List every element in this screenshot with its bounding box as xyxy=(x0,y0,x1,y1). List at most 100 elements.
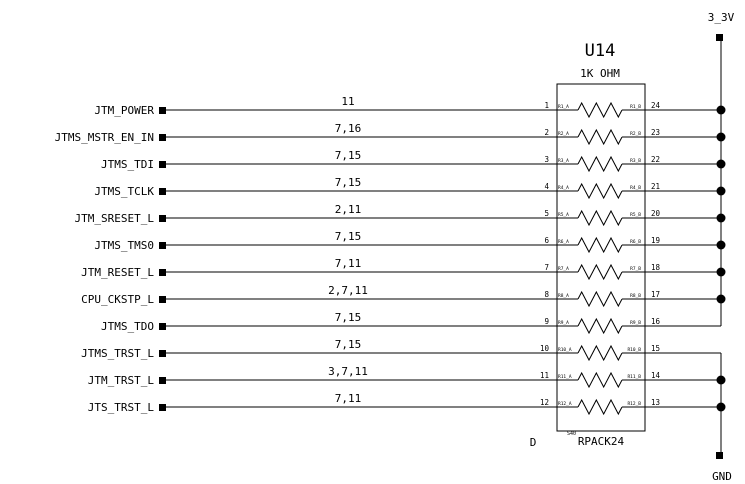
pin-label-a: R3_A xyxy=(558,158,569,164)
pin-label-b: R8_B xyxy=(630,293,641,299)
pin-label-b: R10_B xyxy=(627,347,641,353)
pin-number-b: 19 xyxy=(651,236,660,245)
net-label: JTM_SRESET_L xyxy=(75,212,155,225)
junction-dot xyxy=(716,375,726,385)
resistor-symbol xyxy=(577,371,623,389)
port-marker xyxy=(159,323,166,330)
junction-dot xyxy=(716,105,726,115)
net-label: JTMS_TDI xyxy=(101,158,154,171)
resistor-row: JTM_TRST_L 3,7,11 11 14 R11_A R11_B xyxy=(88,365,721,389)
port-marker xyxy=(159,215,166,222)
page-reference: 2,7,11 xyxy=(328,284,368,297)
pin-label-a: R10_A xyxy=(558,347,572,353)
resistor-row: JTMS_TDI 7,15 3 22 R3_A R3_B xyxy=(101,149,721,173)
junction-dot xyxy=(716,402,726,412)
junction-dot xyxy=(716,267,726,277)
pin-label-a: R5_A xyxy=(558,212,569,218)
pin-number-a: 2 xyxy=(544,128,549,137)
pin-label-a: R1_A xyxy=(558,104,569,110)
pin-number-a: 3 xyxy=(544,155,549,164)
resistor-symbol xyxy=(577,344,623,362)
pin-number-b: 17 xyxy=(651,290,660,299)
resistor-symbol xyxy=(577,182,623,200)
power-rails xyxy=(716,41,726,452)
pin-label-b: R12_B xyxy=(627,401,641,407)
pin-number-b: 18 xyxy=(651,263,661,272)
resistor-row: CPU_CKSTP_L 2,7,11 8 17 R8_A R8_B xyxy=(81,284,721,308)
resistor-row: JTMS_TDO 7,15 9 16 R9_A R9_B xyxy=(101,311,721,335)
pin-label-b: R4_B xyxy=(630,185,641,191)
power-label-3v3: 3_3V xyxy=(708,11,735,24)
page-reference: 7,15 xyxy=(335,311,362,324)
pin-number-a: 10 xyxy=(540,344,550,353)
pin-number-b: 14 xyxy=(651,371,661,380)
net-label: JTMS_MSTR_EN_IN xyxy=(55,131,154,144)
port-marker xyxy=(159,404,166,411)
page-reference: 7,15 xyxy=(335,149,362,162)
pin-label-b: R11_B xyxy=(627,374,641,380)
net-label: CPU_CKSTP_L xyxy=(81,293,154,306)
pin-number-a: 8 xyxy=(544,290,549,299)
resistor-symbol xyxy=(577,101,623,119)
resistor-symbol xyxy=(577,263,623,281)
junction-dot xyxy=(716,159,726,169)
port-marker xyxy=(159,134,166,141)
resistor-symbol xyxy=(577,290,623,308)
resistor-symbol xyxy=(577,128,623,146)
component-footprint: RPACK24 xyxy=(578,435,625,448)
resistor-row: JTMS_MSTR_EN_IN 7,16 2 23 R2_A R2_B xyxy=(55,122,721,146)
pin-number-b: 24 xyxy=(651,101,661,110)
net-label: JTM_TRST_L xyxy=(88,374,155,387)
resistor-symbol xyxy=(577,398,623,416)
page-reference: 11 xyxy=(341,95,354,108)
page-reference: 7,15 xyxy=(335,338,362,351)
pin-label-b: R6_B xyxy=(630,239,641,245)
pin-number-a: 1 xyxy=(544,101,549,110)
pin-number-b: 13 xyxy=(651,398,660,407)
page-reference: 7,11 xyxy=(335,392,362,405)
net-label: JTMS_TRST_L xyxy=(81,347,154,360)
page-reference: 7,16 xyxy=(335,122,362,135)
pin-label-a: R4_A xyxy=(558,185,569,191)
pin-label-b: R7_B xyxy=(630,266,641,272)
power-marker-3v3 xyxy=(716,34,723,41)
component-refdes: U14 xyxy=(585,41,616,61)
junction-dot xyxy=(716,213,726,223)
resistor-row: JTMS_TCLK 7,15 4 21 R4_A R4_B xyxy=(94,176,721,200)
page-reference: 7,15 xyxy=(335,230,362,243)
component-body xyxy=(556,83,646,432)
net-label: JTM_RESET_L xyxy=(81,266,154,279)
pin-label-b: R3_B xyxy=(630,158,641,164)
component-value: 1K OHM xyxy=(580,67,620,80)
resistor-row: JTM_SRESET_L 2,11 5 20 R5_A R5_B xyxy=(75,203,721,227)
pin-label-a: R2_A xyxy=(558,131,569,137)
resistor-symbol xyxy=(577,317,623,335)
resistor-row: JTS_TRST_L 7,11 12 13 R12_A R12_B xyxy=(88,392,721,416)
junction-dot xyxy=(716,240,726,250)
junction-dot xyxy=(716,294,726,304)
pin-number-b: 23 xyxy=(651,128,660,137)
pin-number-b: 22 xyxy=(651,155,660,164)
pin-label-a: R7_A xyxy=(558,266,569,272)
pin-number-a: 11 xyxy=(540,371,549,380)
pin-number-a: 6 xyxy=(544,236,549,245)
port-marker xyxy=(159,242,166,249)
port-marker xyxy=(159,188,166,195)
net-label: JTS_TRST_L xyxy=(88,401,155,414)
junction-dot xyxy=(716,132,726,142)
pin-label-b: R5_B xyxy=(630,212,641,218)
pin-number-a: 4 xyxy=(544,182,549,191)
pin-number-a: 9 xyxy=(544,317,549,326)
port-marker xyxy=(159,107,166,114)
pin-label-a: R12_A xyxy=(558,401,572,407)
page-reference: 7,15 xyxy=(335,176,362,189)
pin-label-a: R6_A xyxy=(558,239,569,245)
resistor-row: JTMS_TMS0 7,15 6 19 R6_A R6_B xyxy=(94,230,721,254)
net-label: JTMS_TDO xyxy=(101,320,154,333)
pin-label-a: R8_A xyxy=(558,293,569,299)
pin-number-b: 16 xyxy=(651,317,661,326)
resistor-symbol xyxy=(577,209,623,227)
page-reference: 7,11 xyxy=(335,257,362,270)
